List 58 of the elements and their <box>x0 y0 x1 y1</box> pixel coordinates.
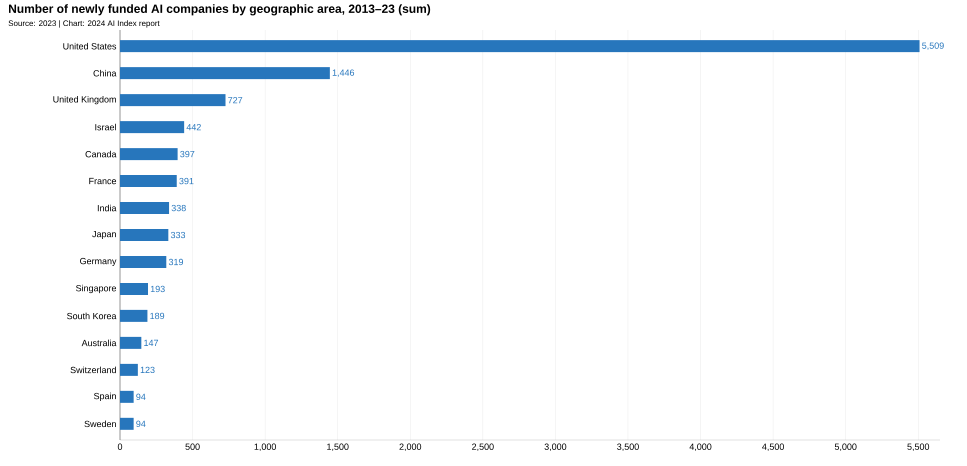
bar <box>120 175 177 188</box>
bar <box>120 364 138 376</box>
x-tick-label: 2,500 <box>472 444 494 451</box>
data-label: 189 <box>150 312 164 320</box>
data-label: 193 <box>150 286 165 292</box>
y-tick-label: Israel <box>95 124 116 130</box>
x-tick-label: 1,500 <box>327 444 349 451</box>
bar <box>120 40 920 52</box>
y-tick-label: Spain <box>94 392 116 402</box>
data-label: 94 <box>136 420 146 427</box>
bar <box>120 202 170 214</box>
y-tick-label: United States <box>63 42 116 50</box>
x-tick-label: 4,500 <box>762 444 784 451</box>
data-label: 147 <box>144 340 158 346</box>
y-tick-label: France <box>89 178 116 184</box>
y-tick-label: India <box>98 204 116 212</box>
bar <box>120 121 184 134</box>
y-tick-label: China <box>94 70 116 76</box>
bar <box>120 67 330 80</box>
x-tick-label: 4,000 <box>690 444 712 451</box>
x-tick-label: 5,000 <box>834 444 857 451</box>
bar <box>120 229 168 242</box>
y-tick-label: South Korea <box>67 312 116 320</box>
data-label: 333 <box>170 232 186 238</box>
y-tick-label: Japan <box>92 230 116 240</box>
bar <box>120 310 148 322</box>
bar <box>120 390 134 403</box>
bar <box>120 336 142 349</box>
x-tick-label: 0 <box>118 444 122 450</box>
x-tick-label: 3,500 <box>617 444 639 451</box>
data-label: 338 <box>172 204 186 212</box>
bar <box>120 148 178 160</box>
bar <box>120 256 166 268</box>
bar <box>120 94 226 106</box>
bar <box>120 282 148 295</box>
y-tick-label: United Kingdom <box>53 96 116 104</box>
data-label: 319 <box>168 258 184 266</box>
x-tick-label: 2,000 <box>400 444 422 451</box>
y-tick-label: Germany <box>80 258 116 266</box>
data-label: 442 <box>186 124 201 130</box>
y-tick-label: Singapore <box>76 284 116 294</box>
x-tick-label: 5,500 <box>907 444 930 451</box>
y-tick-label: Australia <box>82 340 116 346</box>
data-label: 397 <box>180 150 194 158</box>
y-tick-label: Switzerland <box>70 366 116 374</box>
x-tick-label: 3,000 <box>544 444 566 451</box>
x-tick-label: 1,000 <box>254 444 276 451</box>
y-tick-label: Sweden <box>84 420 116 428</box>
y-tick-label: Canada <box>86 150 116 158</box>
bar <box>120 418 134 430</box>
x-tick-label: 500 <box>185 444 200 450</box>
data-label: 94 <box>136 394 146 400</box>
data-label: 1,446 <box>332 69 354 77</box>
data-label: 123 <box>140 366 155 374</box>
data-label: 727 <box>228 97 242 104</box>
data-label: 391 <box>179 178 194 184</box>
data-label: 5,509 <box>922 42 944 50</box>
chart-title: Number of newly funded AI companies by geographic area, 2013–23 (sum) <box>8 4 430 16</box>
